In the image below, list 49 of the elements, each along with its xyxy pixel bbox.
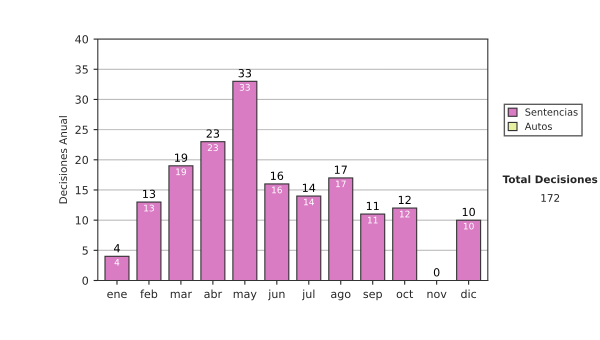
y-tick-label: 0 bbox=[82, 276, 88, 285]
total-label: 12 bbox=[398, 196, 411, 204]
y-tick-label: 5 bbox=[82, 246, 88, 255]
data-label: 17 bbox=[336, 180, 346, 188]
y-tick-label: 10 bbox=[76, 216, 88, 225]
data-label: 16 bbox=[272, 186, 282, 194]
total-label: 4 bbox=[114, 244, 120, 252]
data-label: 33 bbox=[240, 84, 250, 91]
total-label: 10 bbox=[462, 208, 475, 216]
y-axis-title: Decisiones Anual bbox=[58, 116, 68, 204]
data-label: 12 bbox=[400, 210, 410, 218]
total-label: 19 bbox=[175, 153, 188, 162]
x-tick-label: nov bbox=[427, 292, 447, 298]
y-tick-label: 25 bbox=[75, 126, 88, 134]
x-tick-label: mar bbox=[170, 292, 192, 298]
y-tick-label: 30 bbox=[75, 95, 88, 104]
total-label: 16 bbox=[270, 172, 284, 180]
y-tick-label: 35 bbox=[75, 65, 88, 74]
total-label: 14 bbox=[302, 184, 316, 192]
x-tick-label: feb bbox=[140, 290, 158, 298]
total-label: 0 bbox=[434, 268, 440, 277]
text: 172 bbox=[541, 194, 560, 202]
data-label: 19 bbox=[176, 168, 186, 176]
x-tick-label: jul bbox=[302, 290, 314, 300]
x-tick-label: jun bbox=[268, 290, 284, 300]
y-tick-label: 20 bbox=[75, 156, 88, 164]
data-label: 11 bbox=[368, 216, 378, 224]
x-tick-label: ene bbox=[107, 292, 127, 298]
x-tick-label: oct bbox=[396, 290, 414, 298]
total-label: 11 bbox=[366, 202, 379, 210]
total-label: 17 bbox=[334, 166, 347, 174]
legend-label: Autos bbox=[524, 122, 552, 130]
total-label: 13 bbox=[143, 190, 156, 198]
y-tick-label: 40 bbox=[75, 35, 88, 44]
total-label: 33 bbox=[238, 68, 252, 78]
x-tick-label: dic bbox=[461, 290, 476, 298]
data-label: 14 bbox=[304, 198, 314, 206]
x-tick-label: ago bbox=[331, 292, 350, 300]
legend-label: Sentencias bbox=[525, 108, 578, 116]
total-label: 23 bbox=[206, 129, 220, 138]
data-label: 23 bbox=[208, 144, 218, 152]
data-label: 10 bbox=[464, 222, 474, 230]
data-label: 13 bbox=[144, 204, 154, 212]
x-tick-label: abr bbox=[204, 290, 222, 298]
y-tick-label: 15 bbox=[76, 186, 88, 194]
x-tick-label: may bbox=[234, 292, 257, 300]
x-tick-label: sep bbox=[363, 292, 382, 300]
text: Total Decisiones bbox=[502, 175, 598, 184]
data-label: 4 bbox=[114, 259, 120, 266]
